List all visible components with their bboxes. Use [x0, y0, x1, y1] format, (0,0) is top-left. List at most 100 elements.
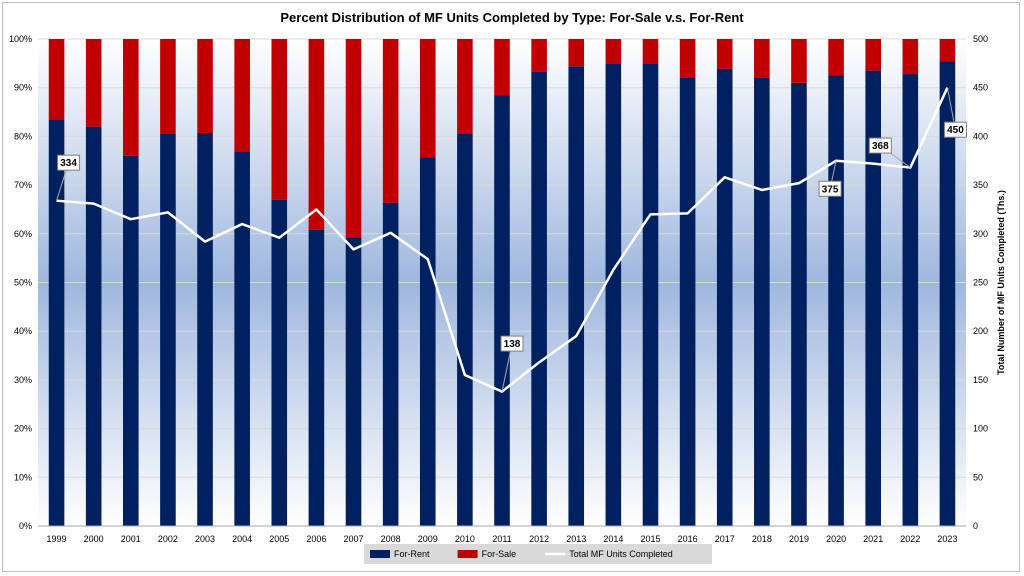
y-tick-label: 90%: [14, 83, 32, 93]
x-tick-label: 2000: [84, 534, 104, 544]
bar-for-sale: [939, 39, 956, 62]
bar-for-rent: [271, 199, 288, 526]
bar-for-sale: [419, 39, 436, 158]
bar-for-sale: [48, 39, 65, 120]
x-tick-label: 2017: [715, 534, 735, 544]
x-tick-label: 2016: [678, 534, 698, 544]
callout-box: [868, 137, 892, 154]
x-tick-label: 2018: [752, 534, 772, 544]
x-tick-label: 2015: [640, 534, 660, 544]
legend: For-Rent For-Sale Total MF Units Completed: [364, 544, 712, 564]
bar-for-sale: [716, 39, 733, 69]
x-tick-label: 2002: [158, 534, 178, 544]
x-tick-label: 2001: [121, 534, 141, 544]
bar-for-rent: [48, 119, 65, 526]
y2-tick-label: 100: [973, 424, 988, 434]
y2-tick-label: 150: [973, 375, 988, 385]
x-tick-label: 2010: [455, 534, 475, 544]
legend-label: For-Rent: [394, 549, 430, 559]
x-tick-label: 2008: [381, 534, 401, 544]
x-tick-label: 2012: [529, 534, 549, 544]
y2-tick-label: 300: [973, 229, 988, 239]
y-tick-label: 70%: [14, 180, 32, 190]
axes: 0% 10% 20% 30% 40% 50% 60% 70% 80% 90% 100% 0 50 100 1…: [9, 34, 988, 544]
y-tick-label: 20%: [14, 424, 32, 434]
y-tick-label: 30%: [14, 375, 32, 385]
bar-for-sale: [160, 39, 176, 134]
bar-for-rent: [308, 229, 325, 527]
bar-for-sale: [754, 39, 770, 78]
y-tick-label: 100%: [9, 34, 32, 44]
x-tick-label: 2007: [344, 534, 364, 544]
bar-for-sale: [308, 39, 325, 230]
bar-for-rent: [791, 82, 807, 526]
y2-tick-label: 500: [973, 34, 988, 44]
bar-for-sale: [197, 39, 213, 133]
bar-for-sale: [382, 39, 399, 203]
legend-label: For-Sale: [482, 549, 517, 559]
y2-tick-label: 200: [973, 326, 988, 336]
bar-for-sale: [85, 39, 102, 127]
data-label: 368: [872, 141, 889, 152]
bar-for-rent: [939, 61, 956, 526]
data-labels: 334 138 375 368 450: [56, 87, 967, 392]
y2-tick-label: 0: [973, 521, 978, 531]
bar-for-sale: [494, 39, 510, 96]
y2-tick-label: 450: [973, 83, 988, 93]
bar-for-rent: [865, 70, 881, 526]
callout-box: [500, 335, 524, 352]
bar-for-sale: [642, 39, 659, 64]
y2-tick-label: 400: [973, 131, 988, 141]
y-tick-label: 40%: [14, 326, 32, 336]
bar-for-sale: [865, 39, 881, 71]
y2-tick-label: 350: [973, 180, 988, 190]
bar-for-sale: [123, 39, 139, 156]
bar-for-rent: [828, 75, 844, 527]
y-tick-label: 10%: [14, 472, 32, 482]
data-label: 334: [60, 158, 77, 169]
x-tick-label: 2003: [195, 534, 215, 544]
x-tick-label: 2020: [826, 534, 846, 544]
bar-for-sale: [345, 39, 362, 238]
bar-for-rent: [531, 71, 547, 526]
bar-for-rent: [642, 63, 659, 526]
x-tick-label: 2011: [492, 534, 511, 544]
bar-for-rent: [160, 133, 176, 526]
bar-for-sale: [234, 39, 250, 152]
data-label: 138: [504, 339, 521, 350]
x-tick-label: 2019: [789, 534, 809, 544]
bar-for-sale: [605, 39, 622, 64]
x-tick-label: 2004: [232, 534, 252, 544]
x-tick-label: 1999: [47, 534, 67, 544]
x-tick-label: 2014: [603, 534, 623, 544]
y2-tick-label: 250: [973, 278, 988, 288]
bar-for-rent: [419, 157, 436, 526]
callout-box: [57, 154, 81, 171]
bar-for-sale: [828, 39, 844, 76]
bar-for-sale: [902, 39, 919, 75]
bar-for-sale: [531, 39, 547, 72]
y-tick-label: 60%: [14, 229, 32, 239]
callout-box: [818, 180, 842, 197]
bar-for-rent: [716, 68, 733, 526]
bar-for-rent: [85, 126, 102, 526]
y-tick-label: 0%: [19, 521, 32, 531]
bar-for-rent: [568, 66, 585, 526]
x-tick-label: 2013: [566, 534, 586, 544]
bar-for-rent: [605, 63, 622, 526]
bar-for-rent: [382, 202, 399, 526]
bar-for-sale: [457, 39, 473, 134]
x-tick-label: 2006: [306, 534, 326, 544]
bar-for-rent: [754, 77, 770, 527]
bar-for-rent: [345, 237, 362, 527]
chart-title: Percent Distribution of MF Units Complet…: [280, 10, 744, 25]
bar-for-sale: [271, 39, 288, 200]
x-tick-label: 2005: [269, 534, 289, 544]
right-axis-title: Total Number of MF Units Completed (Ths.…: [996, 190, 1006, 375]
bar-for-rent: [197, 132, 213, 526]
data-label: 375: [822, 184, 839, 195]
bar-for-rent: [123, 155, 139, 526]
bar-for-sale: [791, 39, 807, 83]
